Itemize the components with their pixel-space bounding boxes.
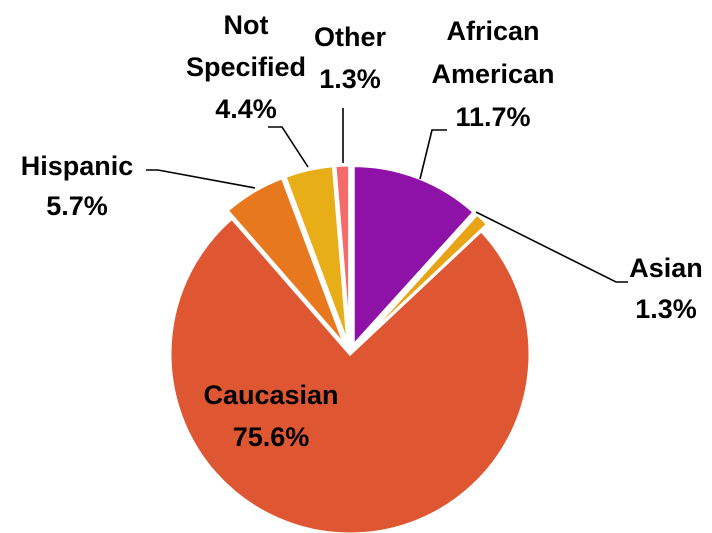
pie-slice-caucasian	[168, 216, 532, 533]
leader-line-african-american	[419, 129, 447, 180]
pie-slice-african-american	[351, 164, 477, 350]
leader-line-not-specified	[268, 126, 309, 168]
slice-label-asian: Asian 1.3%	[629, 253, 703, 324]
leader-lines	[146, 108, 628, 283]
slice-label-caucasian: Caucasian 75.6%	[203, 380, 338, 452]
slice-label-line: 1.3%	[319, 64, 381, 94]
slice-label-other: Other 1.3%	[314, 22, 387, 94]
slice-label-line: Other	[314, 22, 387, 52]
slice-label-line: Asian	[629, 253, 703, 283]
pie-slice-other	[333, 163, 352, 346]
slice-label-line: 4.4%	[215, 94, 277, 124]
slice-label-line: American	[431, 59, 554, 89]
slice-labels: African American 11.7% Asian 1.3% Caucasian 75…	[21, 10, 703, 452]
slice-label-line: 75.6%	[233, 422, 310, 452]
slice-label-line: 11.7%	[455, 102, 530, 132]
pie-slice-hispanic	[225, 175, 347, 348]
slice-label-african-american: African American 11.7%	[431, 16, 554, 132]
slice-label-line: African	[446, 16, 539, 46]
slice-label-line: Not	[224, 10, 269, 40]
pie-slices	[168, 163, 532, 533]
slice-label-hispanic: Hispanic 5.7%	[21, 151, 134, 221]
slice-label-not-specified: Not Specified 4.4%	[186, 10, 306, 124]
leader-line-hispanic	[146, 169, 256, 189]
pie-slice-not-specified	[283, 164, 350, 346]
slice-label-line: 5.7%	[46, 191, 108, 221]
leader-line-asian	[475, 211, 628, 283]
slice-label-line: Hispanic	[21, 151, 134, 181]
slice-label-line: 1.3%	[635, 294, 697, 324]
slice-label-line: Caucasian	[203, 380, 338, 410]
pie-slice-asian	[355, 211, 490, 349]
slice-label-line: Specified	[186, 52, 306, 82]
